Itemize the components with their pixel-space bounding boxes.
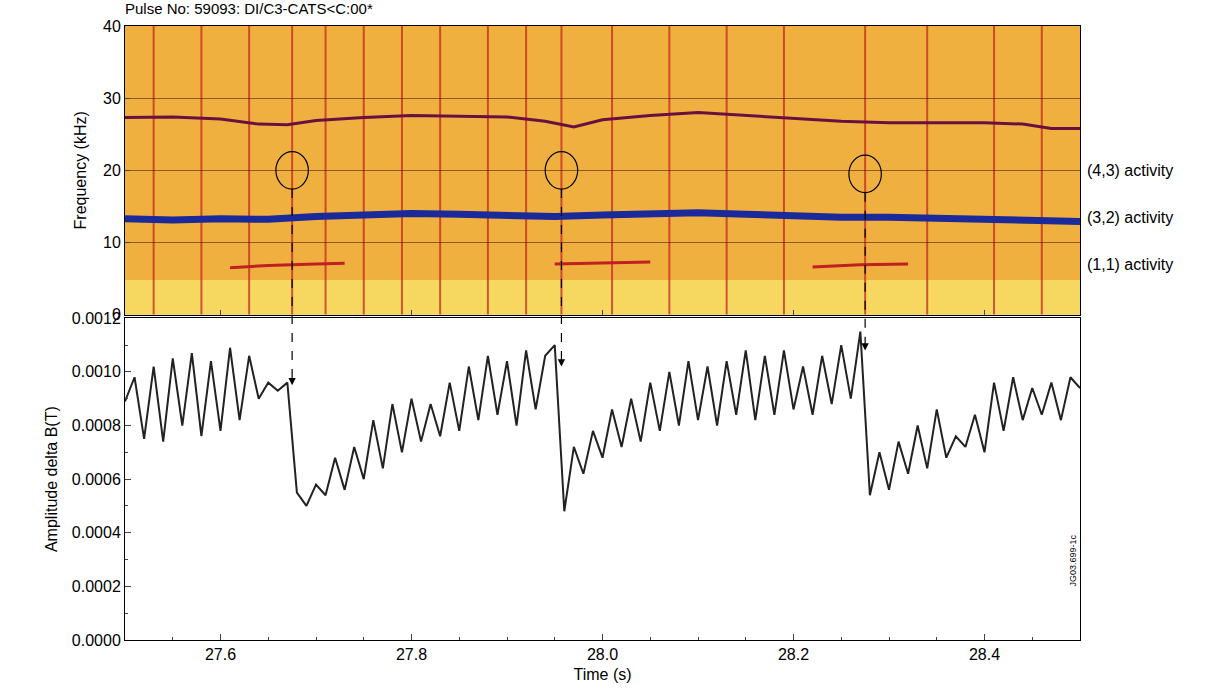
svg-text:27.6: 27.6 — [205, 646, 236, 663]
svg-text:10: 10 — [103, 234, 121, 251]
svg-text:Pulse No: 59093: DI/C3-CATS<C:: Pulse No: 59093: DI/C3-CATS<C:00* — [125, 0, 373, 17]
svg-text:0.0004: 0.0004 — [72, 524, 121, 541]
svg-text:Amplitude delta B(T): Amplitude delta B(T) — [43, 406, 60, 552]
svg-text:(1,1) activity: (1,1) activity — [1087, 256, 1173, 273]
svg-text:30: 30 — [103, 90, 121, 107]
svg-text:20: 20 — [103, 162, 121, 179]
svg-text:0.0012: 0.0012 — [72, 310, 121, 327]
svg-text:0.0006: 0.0006 — [72, 471, 121, 488]
svg-text:(4,3) activity: (4,3) activity — [1087, 162, 1173, 179]
svg-text:28.2: 28.2 — [778, 646, 809, 663]
svg-text:27.8: 27.8 — [396, 646, 427, 663]
svg-text:40: 40 — [103, 18, 121, 35]
svg-text:0.0008: 0.0008 — [72, 417, 121, 434]
svg-text:28.4: 28.4 — [969, 646, 1000, 663]
svg-text:Time (s): Time (s) — [573, 666, 631, 683]
svg-text:0: 0 — [112, 306, 121, 323]
svg-text:0.0010: 0.0010 — [72, 363, 121, 380]
svg-text:28.0: 28.0 — [587, 646, 618, 663]
svg-text:0.0002: 0.0002 — [72, 578, 121, 595]
svg-text:Frequency (kHz): Frequency (kHz) — [72, 111, 89, 229]
svg-text:JG03.699-1c: JG03.699-1c — [1068, 534, 1078, 586]
svg-text:(3,2) activity: (3,2) activity — [1087, 209, 1173, 226]
svg-text:0.0000: 0.0000 — [72, 632, 121, 649]
